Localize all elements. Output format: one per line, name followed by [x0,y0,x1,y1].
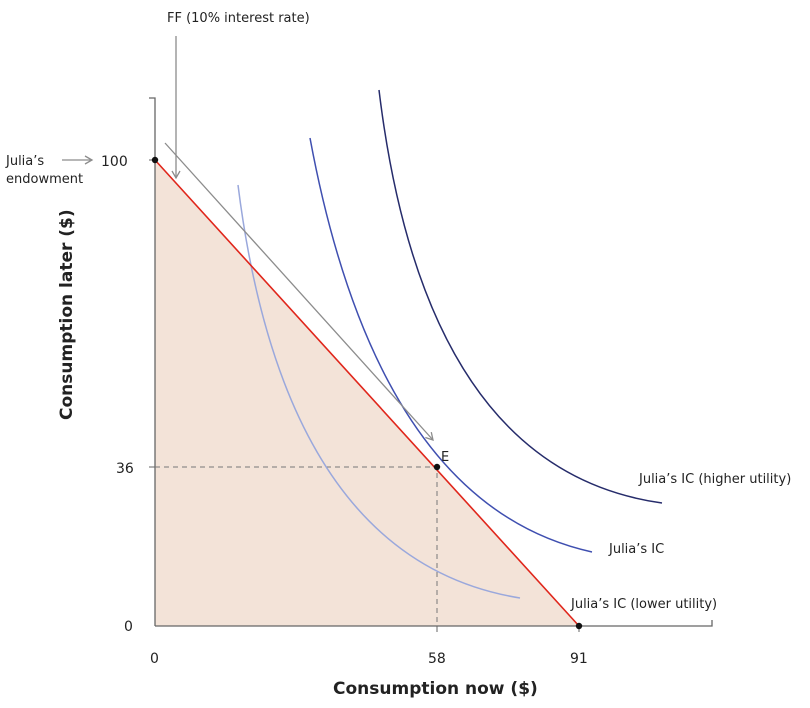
y-tick-label-0: 0 [124,619,133,635]
ic-lower-label: Julia’s IC (lower utility) [570,597,717,612]
feasible-frontier-line [154,159,580,627]
x-tick-label-91: 91 [570,651,588,667]
ic-lower-curve [237,184,521,599]
ic-higher-label: Julia’s IC (higher utility) [638,472,791,487]
ff-pointer-arrow [164,142,434,441]
point-e [433,463,441,471]
endowment-label-line2: endowment [6,172,83,187]
endowment-point [151,156,159,164]
y-tick-label-36: 36 [116,461,134,477]
ff-label: FF (10% interest rate) [167,11,310,26]
x-tick-label-0: 0 [150,651,159,667]
x-intercept-point [575,622,583,630]
ic-higher-curve [378,89,663,504]
x-axis-title: Consumption now ($) [333,679,538,699]
y-tick-label-100: 100 [101,154,128,170]
point-e-label: E [441,450,449,465]
ic-middle-label: Julia’s IC [608,542,664,557]
endowment-label-line1: Julia’s [5,154,44,169]
x-tick-label-58: 58 [428,651,446,667]
ic-middle-curve [309,137,593,553]
y-axis [149,97,156,626]
y-axis-title: Consumption later ($) [57,209,77,420]
x-axis [155,620,713,627]
